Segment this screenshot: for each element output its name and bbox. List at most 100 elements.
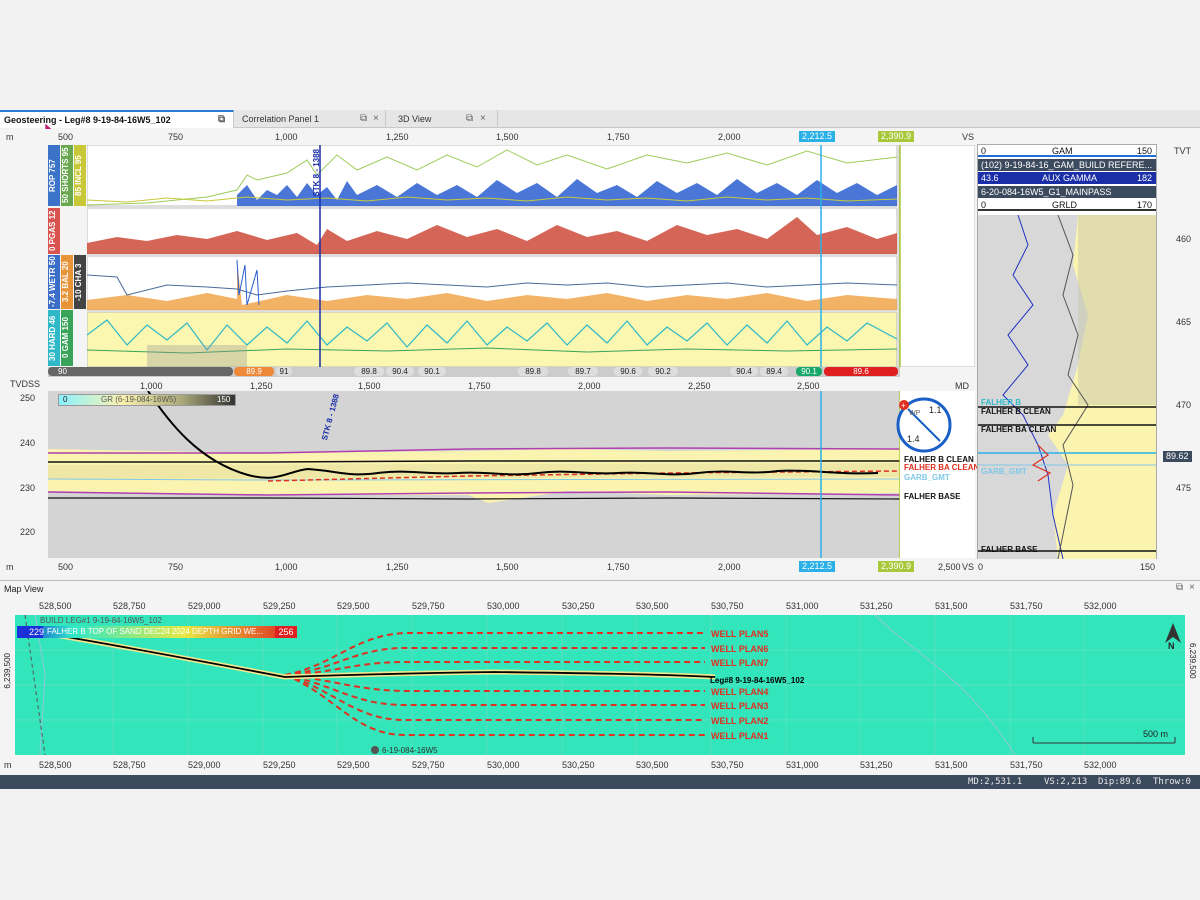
well-header-build[interactable]: (102) 9-19-84-16_GAM_BUILD REFERE...	[978, 159, 1156, 171]
vs-cursor-value: 2,212.5	[799, 131, 836, 142]
surface-label: FALHER BASE	[904, 492, 961, 501]
map-top-axis: 528,500 528,750 529,000 529,250 529,500 …	[0, 601, 1200, 613]
well-header-mainpass[interactable]: 6-20-084-16W5_G1_MAINPASS	[978, 186, 1156, 198]
map-x-tick: 528,750	[113, 760, 146, 770]
top-axis-tick: 1,750	[607, 132, 630, 142]
surface-label: FALHER B CLEAN	[904, 455, 974, 464]
tvt-tick: 465	[1176, 317, 1192, 327]
well-plan-label: WELL PLAN1	[711, 731, 769, 741]
status-md: MD:2,531.1	[968, 777, 1023, 787]
map-x-tick: 532,000	[1084, 760, 1117, 770]
close-icon[interactable]: ×	[1189, 582, 1195, 593]
track1-label-shorts: 50 SHORTS 95	[61, 145, 73, 206]
incl-segment: 90	[48, 367, 233, 376]
map-x-tick: 530,000	[487, 601, 520, 611]
incl-segment: 90.1	[796, 367, 822, 376]
bottom-vs-label: VS	[962, 562, 975, 572]
well-plan-label: WELL PLAN6	[711, 644, 769, 654]
map-x-tick: 529,000	[188, 760, 221, 770]
tab-bar: Geosteering - Leg#8 9-19-84-16W5_102 ⧉ C…	[0, 110, 1200, 128]
top-axis-tick: 1,250	[386, 132, 409, 142]
top-axis-tick: 750	[168, 132, 184, 142]
tvt-tick: 470	[1176, 400, 1192, 410]
tvdss-tick: 250	[20, 393, 36, 403]
well-plan-label: WELL PLAN2	[711, 716, 769, 726]
tvdss-tick: 220	[20, 527, 36, 537]
track2-label-pgas: 0 PGAS 12	[48, 208, 60, 254]
float-icon[interactable]: ⧉	[466, 113, 474, 124]
incl-segment: 91	[276, 367, 292, 376]
top-axis-unit: m	[6, 132, 14, 142]
map-x-tick: 531,750	[1010, 760, 1043, 770]
incl-segment: 89.7	[568, 367, 598, 376]
bottom-axis-tick: 1,250	[386, 562, 409, 572]
tab-correlation[interactable]: Correlation Panel 1 ⧉ ×	[238, 110, 386, 128]
track1-label-incl: 85 INCL 95	[74, 145, 86, 206]
map-x-tick: 529,250	[263, 601, 296, 611]
map-x-tick: 530,000	[487, 760, 520, 770]
float-icon[interactable]: ⧉	[218, 114, 226, 125]
curve-header-gam[interactable]: 0 GAM 150	[978, 145, 1156, 157]
tab-geosteering-label: Geosteering - Leg#8 9-19-84-16W5_102	[4, 115, 171, 125]
status-vs: VS:2,213	[1044, 777, 1088, 787]
curve-max: 170	[1136, 200, 1152, 210]
inclination-bar: 90 89.9 91 89.8 90.4 90.1 89.8 89.7 90.6…	[48, 367, 900, 377]
map-x-tick: 529,500	[337, 601, 370, 611]
float-icon[interactable]: ⧉	[360, 113, 368, 124]
log-top-label: FALHER BA CLEAN	[981, 425, 1057, 434]
map-x-tick: 529,750	[412, 760, 445, 770]
incl-segment: 90.4	[730, 367, 758, 376]
incl-segment: 90.2	[648, 367, 678, 376]
curve-min: 0	[981, 200, 987, 210]
track4-label-gam: 0 GAM 150	[61, 310, 73, 366]
cross-section-plot	[48, 391, 900, 558]
incl-segment: 90.6	[614, 367, 642, 376]
well-plan-label: WELL PLAN5	[711, 629, 769, 639]
tab-geosteering[interactable]: Geosteering - Leg#8 9-19-84-16W5_102 ⧉	[0, 110, 234, 128]
map-x-tick: 531,000	[786, 601, 819, 611]
md-axis-label: MD	[955, 381, 969, 391]
float-icon[interactable]: ⧉	[1176, 582, 1184, 593]
map-scale-label: 500 m	[1143, 729, 1169, 739]
log-axis-max: 150	[1140, 562, 1156, 572]
track3-label-wetr: -7.4 WETR 50	[48, 255, 60, 309]
tvt-label: TVT	[1174, 146, 1191, 156]
well-label: Leg#8 9-19-84-16W5_102	[710, 676, 805, 685]
map-canvas[interactable]	[15, 615, 1185, 755]
close-icon[interactable]: ×	[373, 113, 379, 124]
log-top-label: FALHER B	[981, 398, 1021, 407]
top-well-label: BUILD LEG#1 9-19-84-16W5_102	[40, 616, 162, 625]
map-x-tick: 528,750	[113, 601, 146, 611]
tab-3d-view[interactable]: 3D View ⧉ ×	[394, 110, 498, 128]
map-view-panel: Map View ⧉ × 528,500 528,750 529,000 529…	[0, 580, 1200, 775]
stk-label: STK 8 - 1388	[312, 149, 321, 197]
curve-max: 150	[1136, 146, 1152, 156]
dip-top-value: 1.1	[929, 405, 942, 415]
offset-log-plot	[978, 215, 1156, 559]
curve-header-grld[interactable]: 0 GRLD 170	[978, 199, 1156, 211]
top-axis-tick: 1,000	[275, 132, 298, 142]
map-x-tick: 531,250	[860, 601, 893, 611]
map-x-tick: 529,000	[188, 601, 221, 611]
md-axis-tick: 1,250	[250, 381, 273, 391]
map-x-tick: 530,500	[636, 601, 669, 611]
status-dip: Dip:89.6	[1098, 777, 1142, 787]
curve-header-aux-gamma[interactable]: 43.6 AUX GAMMA 182	[978, 172, 1156, 184]
curve-min: 0	[981, 146, 987, 156]
md-axis-tick: 1,500	[358, 381, 381, 391]
dip-center-label: WP	[909, 410, 921, 417]
close-icon[interactable]: ×	[480, 113, 486, 124]
bottom-axis-tick: 500	[58, 562, 74, 572]
map-view-title: Map View	[4, 584, 44, 594]
map-legend[interactable]: 229 FALHER B TOP OF SAND DEC24 2024 DEPT…	[17, 626, 297, 638]
log-cursor-value: 89.62	[1163, 451, 1192, 462]
curve-name: GRLD	[1052, 200, 1078, 210]
map-y-tick-right: 6,239,500	[1188, 643, 1197, 679]
well-plan-label: WELL PLAN3	[711, 701, 769, 711]
map-x-tick: 531,250	[860, 760, 893, 770]
map-x-tick: 530,750	[711, 601, 744, 611]
bottom-axis-tick: 2,000	[718, 562, 741, 572]
dip-widget[interactable]: +	[894, 395, 954, 455]
curve-name: AUX GAMMA	[1042, 173, 1098, 183]
tab-correlation-label: Correlation Panel 1	[242, 114, 320, 124]
